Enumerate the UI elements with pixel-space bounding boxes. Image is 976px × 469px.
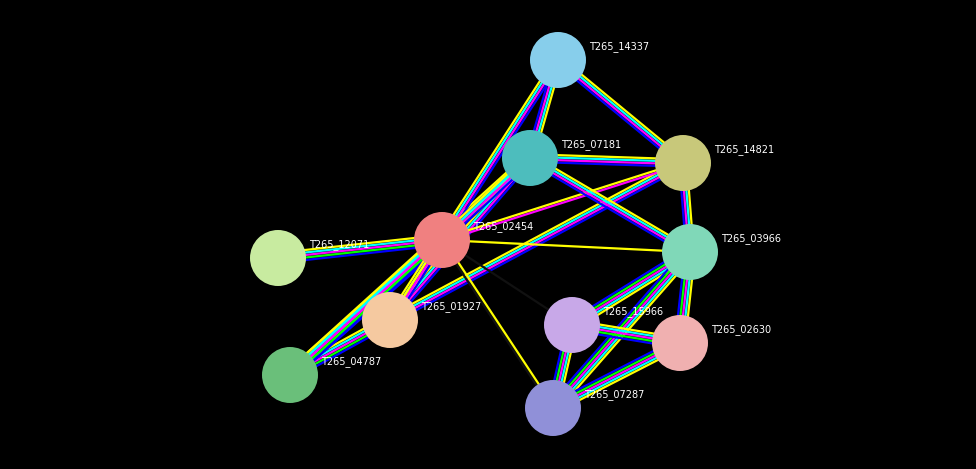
Circle shape (662, 224, 718, 280)
Text: T265_14337: T265_14337 (589, 41, 649, 52)
Circle shape (530, 32, 586, 88)
Text: T265_14821: T265_14821 (714, 144, 774, 155)
Circle shape (262, 347, 318, 403)
Circle shape (525, 380, 581, 436)
Circle shape (652, 315, 708, 371)
Circle shape (414, 212, 470, 268)
Text: T265_07287: T265_07287 (584, 389, 644, 400)
Circle shape (544, 297, 600, 353)
Text: T265_02454: T265_02454 (473, 221, 533, 232)
Circle shape (250, 230, 306, 286)
Circle shape (502, 130, 558, 186)
Text: T265_03966: T265_03966 (721, 233, 781, 243)
Text: T265_04787: T265_04787 (321, 356, 382, 367)
Text: T265_02630: T265_02630 (711, 324, 771, 334)
Text: T265_12071: T265_12071 (309, 239, 369, 250)
Text: T265_01927: T265_01927 (421, 301, 481, 311)
Text: T265_07181: T265_07181 (561, 139, 621, 150)
Circle shape (655, 135, 711, 191)
Circle shape (362, 292, 418, 348)
Text: T265_15966: T265_15966 (603, 306, 663, 317)
